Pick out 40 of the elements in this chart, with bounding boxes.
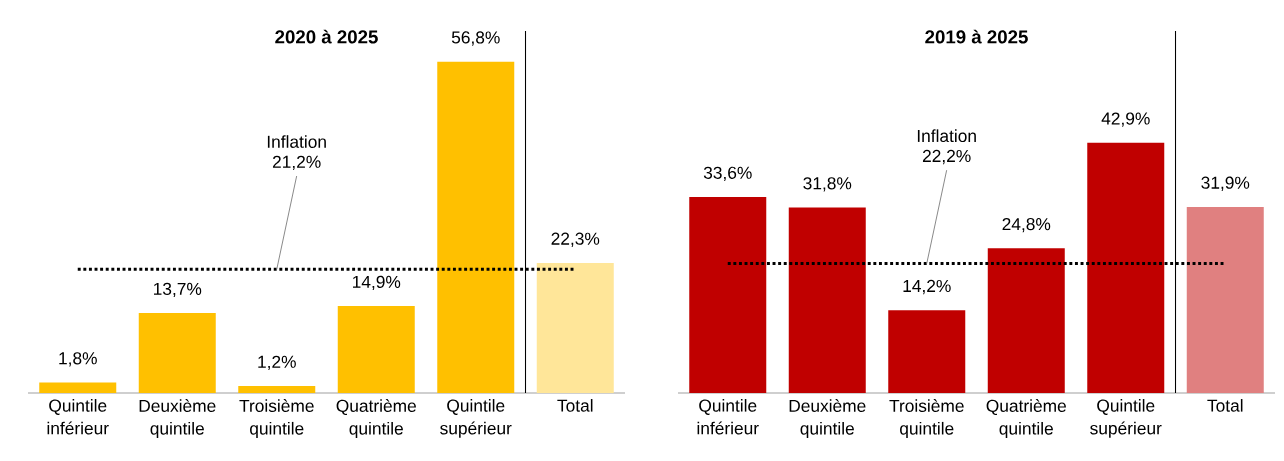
x-tick-label: Quintile supérieur (440, 399, 512, 438)
bar (689, 197, 767, 393)
data-label: 14,9% (353, 275, 401, 291)
x-tick-label: Total (557, 399, 593, 412)
bar (238, 386, 316, 393)
data-label: 13,7% (154, 282, 202, 298)
data-label: 1,8% (59, 352, 97, 367)
x-tick-label: Troisième quintile (239, 399, 314, 439)
x-tick-label: Deuxième quintile (789, 399, 866, 439)
bar (337, 306, 415, 393)
data-label: 31,8% (803, 177, 852, 192)
data-label: 42,9% (1101, 112, 1150, 127)
bar (39, 382, 117, 393)
chart-title: 2020 à 2025 (275, 29, 378, 44)
bar (536, 262, 614, 393)
x-tick-label: Quintile inférieur (697, 399, 759, 435)
x-tick-label: Quintile supérieur (1090, 399, 1162, 438)
x-tick-label: Total (1207, 399, 1243, 412)
data-label: 33,6% (703, 166, 752, 181)
data-label: 56,8% (451, 31, 500, 46)
bar (437, 61, 515, 393)
bar (788, 207, 866, 393)
data-label: 24,8% (1002, 217, 1051, 233)
bar (1087, 142, 1165, 393)
x-tick-label: Quintile inférieur (47, 399, 109, 435)
bar (888, 310, 966, 393)
x-tick-label: Troisième quintile (889, 399, 964, 439)
x-tick-label: Quatrième quintile (986, 399, 1066, 439)
data-label: 1,2% (258, 355, 296, 370)
ref-line-label: Inflation 21,2% (267, 135, 326, 170)
data-label: 31,9% (1201, 176, 1250, 191)
ref-line-label: Inflation 22,2% (917, 129, 976, 165)
data-label: 14,2% (903, 279, 951, 295)
x-tick-label: Deuxième quintile (139, 399, 216, 439)
data-label: 22,3% (551, 232, 600, 247)
bar (1186, 206, 1264, 393)
x-tick-label: Quatrième quintile (336, 399, 416, 439)
bar (138, 313, 216, 393)
chart-title: 2019 à 2025 (925, 29, 1028, 44)
bar (987, 248, 1065, 393)
